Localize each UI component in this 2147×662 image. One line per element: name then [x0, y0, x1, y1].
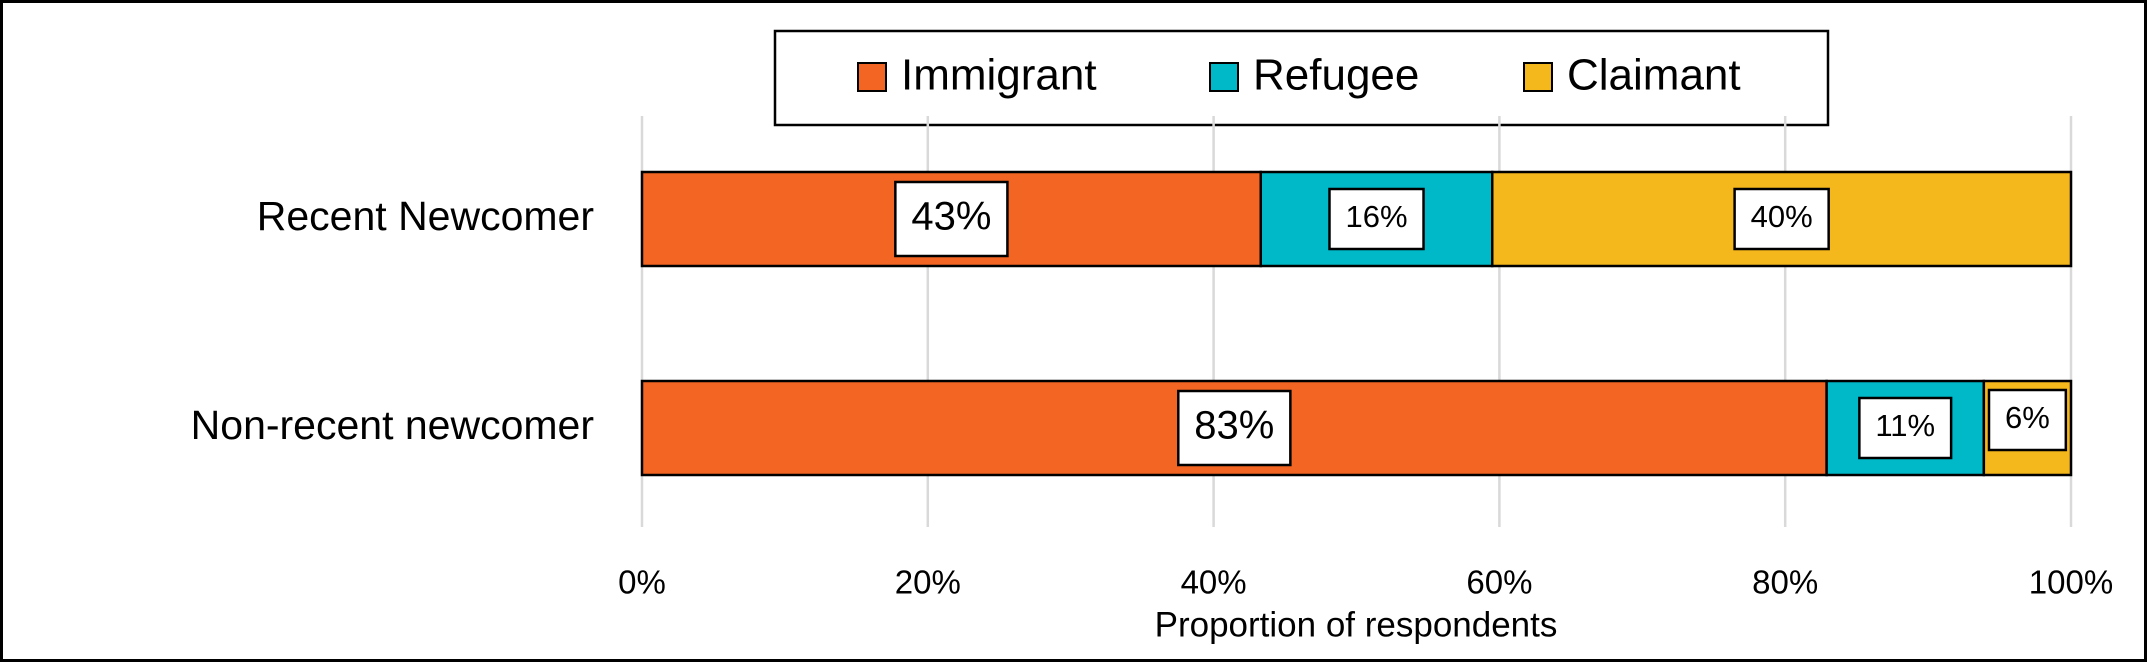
x-tick-label: 40%: [1181, 564, 1247, 601]
x-tick-label: 20%: [895, 564, 961, 601]
data-label-text: 6%: [2005, 400, 2050, 435]
y-tick-label: Non-recent newcomer: [191, 402, 594, 448]
data-label: 16%: [1328, 187, 1425, 251]
data-label: 6%: [1987, 388, 2068, 452]
data-label-text: 43%: [911, 195, 991, 239]
x-tick-label: 60%: [1466, 564, 1532, 601]
legend-label: Refugee: [1253, 51, 1419, 100]
data-label: 83%: [1177, 389, 1292, 467]
data-label: 43%: [894, 180, 1009, 258]
x-axis-title: Proportion of respondents: [1155, 605, 1558, 644]
data-label-box: [1987, 388, 2068, 452]
legend-label: Claimant: [1567, 51, 1741, 100]
x-tick-label: 100%: [2029, 564, 2113, 601]
legend-box: [773, 29, 1830, 127]
legend-swatch: [1209, 62, 1239, 92]
data-label-box: [1733, 187, 1830, 251]
data-label-box: [1177, 389, 1292, 467]
x-tick-label: 0%: [618, 564, 666, 601]
data-label: 40%: [1733, 187, 1830, 251]
legend-label: Immigrant: [901, 51, 1097, 100]
data-label: 11%: [1858, 396, 1953, 460]
data-label-text: 16%: [1345, 199, 1407, 234]
data-label-box: [894, 180, 1009, 258]
x-tick-label: 80%: [1752, 564, 1818, 601]
data-label-text: 83%: [1194, 404, 1274, 448]
legend-swatch: [857, 62, 887, 92]
data-label-text: 11%: [1875, 408, 1935, 443]
data-label-text: 40%: [1751, 199, 1813, 234]
data-label-box: [1858, 396, 1953, 460]
data-label-box: [1328, 187, 1425, 251]
y-tick-label: Recent Newcomer: [257, 193, 594, 239]
legend-swatch: [1523, 62, 1553, 92]
